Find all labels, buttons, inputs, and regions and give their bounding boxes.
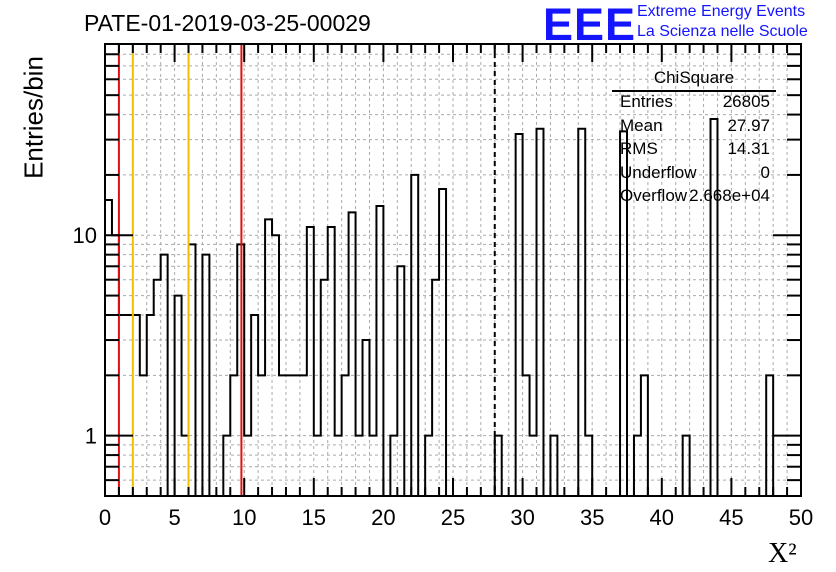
histogram-bin bbox=[356, 436, 363, 496]
stat-key: RMS bbox=[620, 139, 658, 158]
histogram-bin bbox=[182, 436, 189, 496]
histogram-bin bbox=[390, 436, 397, 496]
x-tick-label: 5 bbox=[168, 505, 180, 530]
logo-text-line1: Extreme Energy Events bbox=[637, 3, 806, 20]
eee-logo: EEE bbox=[543, 0, 637, 50]
histogram-bin bbox=[140, 375, 147, 496]
histogram-bin bbox=[293, 375, 300, 496]
x-tick-label: 15 bbox=[302, 505, 326, 530]
x-tick-label: 25 bbox=[441, 505, 465, 530]
stat-value: 14.31 bbox=[727, 139, 770, 158]
stat-row-overflow: Overflow 2.668e+04 bbox=[620, 186, 770, 208]
histogram-bin bbox=[439, 189, 446, 496]
x-axis-label: X² bbox=[768, 538, 797, 569]
reference-lines bbox=[117, 44, 496, 496]
histogram-bin bbox=[321, 280, 328, 496]
x-tick-label: 35 bbox=[580, 505, 604, 530]
histogram-bin bbox=[251, 315, 258, 496]
histogram-bin bbox=[495, 436, 502, 496]
y-tick-label: 10 bbox=[73, 223, 97, 248]
stat-row-rms: RMS 14.31 bbox=[620, 139, 770, 161]
histogram-bin bbox=[585, 436, 592, 496]
histogram-bin bbox=[119, 315, 126, 496]
histogram-bin bbox=[175, 296, 182, 496]
histogram-bin bbox=[349, 212, 356, 496]
histogram-bin bbox=[641, 375, 648, 496]
histogram-bin bbox=[634, 436, 641, 496]
x-tick-label: 20 bbox=[371, 505, 395, 530]
stat-value: 2.668e+04 bbox=[689, 186, 770, 205]
histogram-bin bbox=[244, 436, 251, 496]
stat-key: Mean bbox=[620, 116, 663, 135]
histogram-bin bbox=[376, 206, 383, 496]
x-tick-label: 30 bbox=[510, 505, 534, 530]
histogram-bin bbox=[112, 235, 119, 496]
histogram-bin bbox=[397, 266, 404, 496]
histogram-bin bbox=[300, 375, 307, 496]
histogram-bin bbox=[411, 175, 418, 496]
histogram-bin bbox=[363, 340, 370, 496]
axis-ticks: 0 5 10 15 20 25 30 35 40 45 50 1 10 bbox=[73, 44, 813, 530]
histogram-bin bbox=[147, 315, 154, 496]
histogram-bin bbox=[328, 227, 335, 496]
stat-row-entries: Entries 26805 bbox=[620, 92, 770, 114]
stat-key: Entries bbox=[620, 92, 673, 111]
histogram-bin bbox=[425, 436, 432, 496]
histogram-bin bbox=[189, 244, 196, 496]
histogram-bin bbox=[550, 436, 557, 496]
x-tick-label: 40 bbox=[650, 505, 674, 530]
stat-row-mean: Mean 27.97 bbox=[620, 116, 770, 138]
x-tick-label: 50 bbox=[789, 505, 813, 530]
stat-row-underflow: Underflow 0 bbox=[620, 163, 770, 185]
stat-key: Overflow bbox=[620, 186, 688, 205]
histogram-bin bbox=[516, 134, 523, 496]
chart-title: PATE-01-2019-03-25-00029 bbox=[84, 10, 371, 36]
histogram-bin bbox=[537, 129, 544, 496]
histogram-bin bbox=[202, 255, 209, 496]
histogram-bin bbox=[307, 227, 314, 496]
y-tick-label: 1 bbox=[85, 424, 97, 449]
histogram-bin bbox=[335, 436, 342, 496]
histogram-bin bbox=[314, 436, 321, 496]
y-axis-label: Entries/bin bbox=[18, 56, 49, 179]
histogram-bin bbox=[223, 436, 230, 496]
histogram-bin bbox=[272, 235, 279, 496]
histogram-bin bbox=[369, 436, 376, 496]
stat-value: 0 bbox=[760, 163, 770, 182]
histogram-bin bbox=[683, 436, 690, 496]
histogram-bin bbox=[161, 255, 168, 496]
x-tick-label: 45 bbox=[719, 505, 743, 530]
histogram-bin bbox=[578, 129, 585, 496]
histogram-bin bbox=[279, 375, 286, 496]
histogram-bin bbox=[286, 375, 293, 496]
logo-text-line2: La Scienza nelle Scuole bbox=[637, 23, 808, 40]
histogram-bin bbox=[342, 375, 349, 496]
histogram-bin bbox=[258, 375, 265, 496]
histogram-bin bbox=[154, 280, 161, 496]
x-tick-label: 10 bbox=[232, 505, 256, 530]
histogram-bin bbox=[432, 280, 439, 496]
histogram-bin bbox=[530, 436, 537, 496]
histogram-bin bbox=[126, 315, 133, 496]
histogram-bin bbox=[766, 375, 773, 496]
stat-key: Underflow bbox=[620, 163, 697, 182]
stats-title: ChiSquare bbox=[653, 68, 735, 87]
histogram-bin bbox=[230, 375, 237, 496]
histogram-bin bbox=[265, 219, 272, 496]
histogram-bin bbox=[133, 315, 140, 496]
histogram-bin bbox=[523, 375, 530, 496]
x-tick-label: 0 bbox=[99, 505, 111, 530]
stat-value: 27.97 bbox=[727, 116, 770, 135]
stat-value: 26805 bbox=[722, 92, 770, 111]
